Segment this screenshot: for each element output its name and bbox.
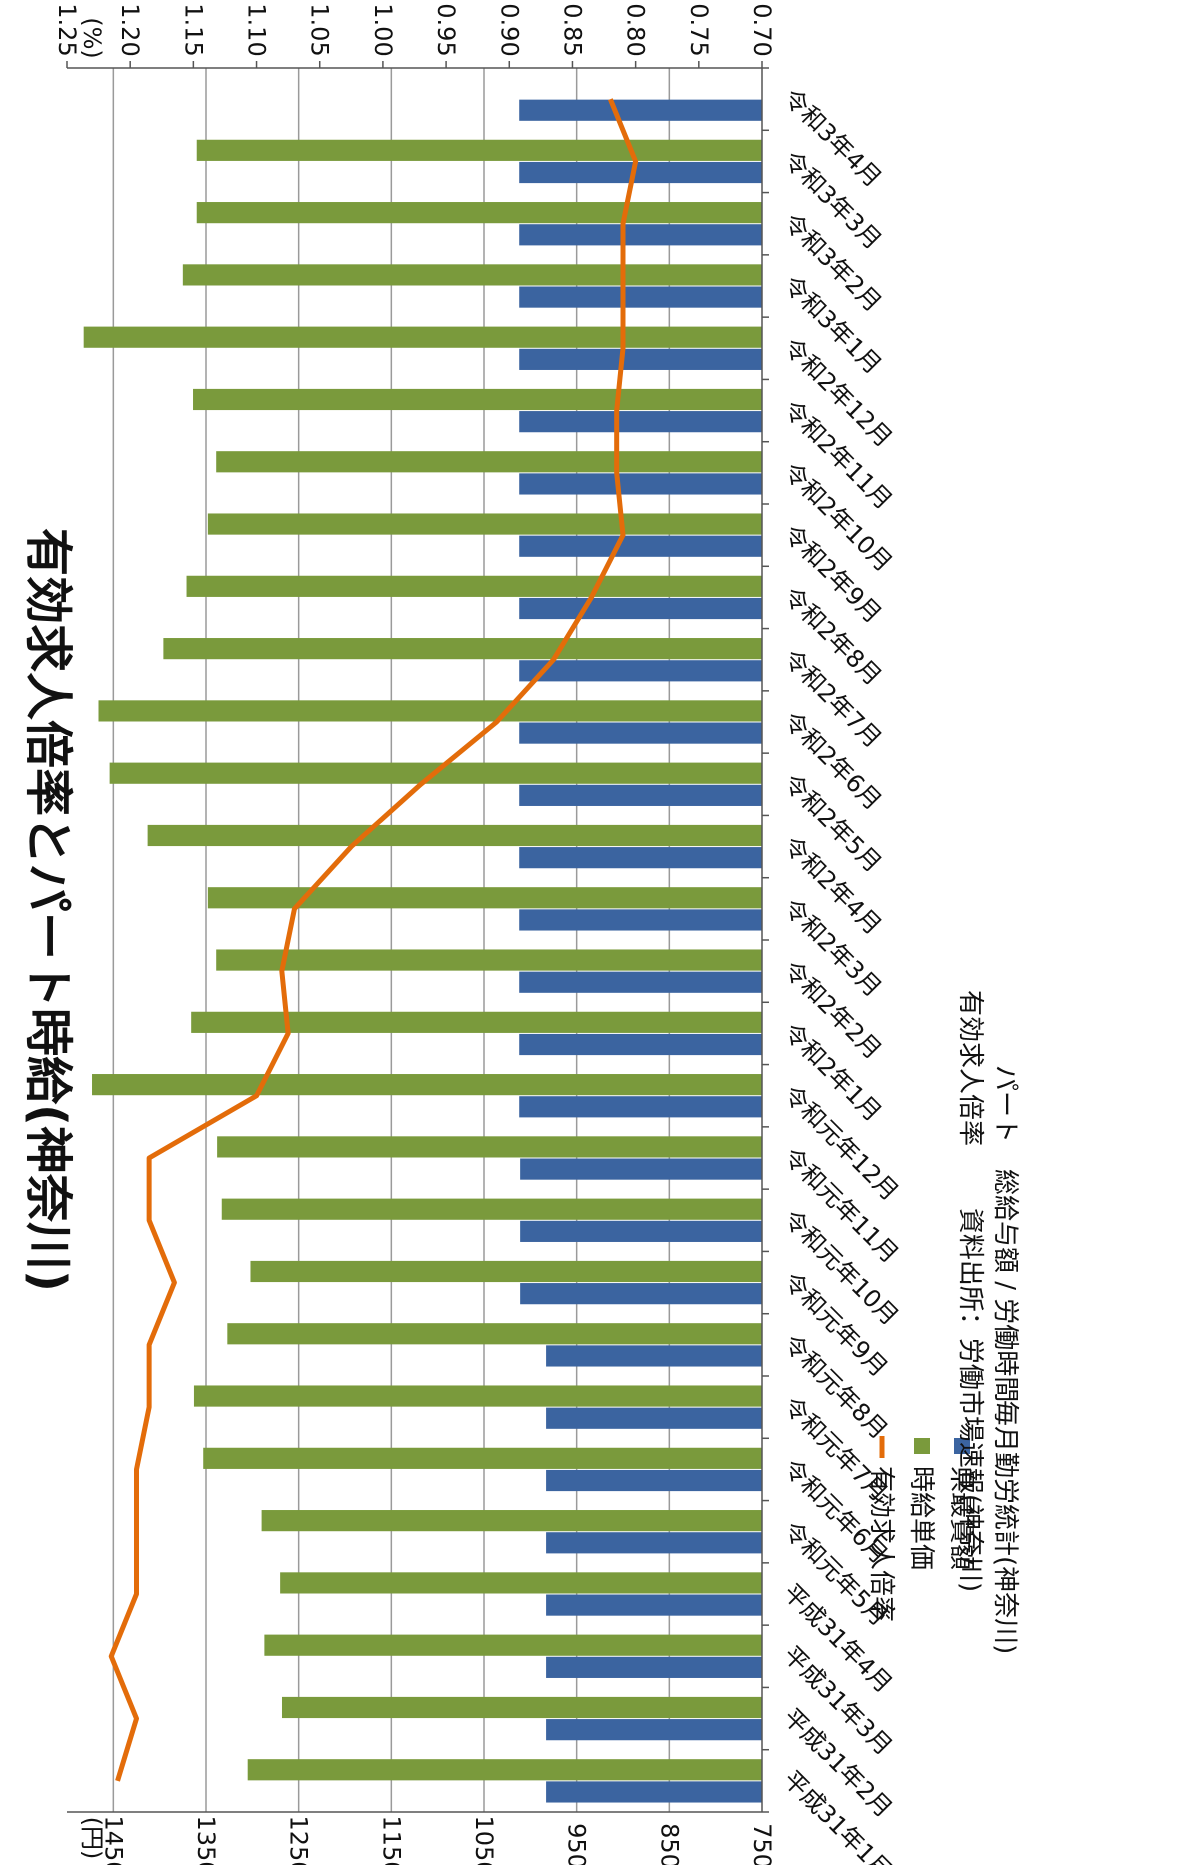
bar-minimum-wage bbox=[519, 597, 762, 620]
legend-label: 有効求人倍率 bbox=[866, 1466, 896, 1622]
bar-minimum-wage bbox=[519, 1033, 762, 1056]
bar-hourly-wage bbox=[250, 1260, 762, 1283]
left-tick-label: 950 bbox=[563, 1823, 591, 1865]
bar-minimum-wage bbox=[546, 1345, 762, 1367]
chart-title: 有効求人倍率とパート時給(神奈川) bbox=[20, 528, 76, 1292]
bar-hourly-wage bbox=[163, 638, 762, 660]
chart-rotated-group: 750 850 950 1050 1150 1250 1350 1450 0.70 0.75 0.8… bbox=[20, 3, 1020, 1865]
bar-hourly-wage bbox=[147, 824, 762, 847]
right-tick-label: 0.70 bbox=[748, 3, 776, 56]
line-jobs-ratio bbox=[108, 98, 639, 1782]
right-tick-label: 1.15 bbox=[179, 3, 207, 56]
bar-minimum-wage bbox=[519, 99, 762, 121]
legend-label: 県最賃額 bbox=[946, 1466, 976, 1570]
bar-hourly-wage bbox=[196, 139, 762, 161]
legend-swatch bbox=[914, 1438, 930, 1454]
bar-minimum-wage bbox=[519, 660, 762, 682]
right-tick-label: 0.75 bbox=[685, 3, 713, 56]
left-tick-label: 1050 bbox=[470, 1815, 498, 1865]
bar-minimum-wage bbox=[519, 411, 762, 433]
right-tick-label: 0.85 bbox=[558, 3, 586, 56]
bar-hourly-wage bbox=[216, 949, 762, 971]
right-tick-label: 1.10 bbox=[243, 3, 271, 56]
source-line1-value: 有効求人倍率 bbox=[955, 990, 985, 1146]
bar-hourly-wage bbox=[182, 264, 762, 286]
bar-minimum-wage bbox=[519, 971, 762, 993]
bar-minimum-wage bbox=[546, 1469, 762, 1492]
right-tick-label: 0.80 bbox=[622, 3, 650, 56]
bar-minimum-wage bbox=[519, 847, 762, 869]
bar-hourly-wage bbox=[193, 388, 762, 411]
bar-hourly-wage bbox=[193, 1385, 762, 1407]
bar-hourly-wage bbox=[207, 887, 762, 909]
left-tick-label: 850 bbox=[655, 1823, 683, 1865]
right-tick-label: 1.00 bbox=[369, 3, 397, 56]
right-tick-label: 1.05 bbox=[306, 3, 334, 56]
bar-minimum-wage bbox=[546, 1656, 762, 1678]
bar-minimum-wage bbox=[546, 1532, 762, 1554]
bar-minimum-wage bbox=[520, 1283, 762, 1305]
left-tick-label: 1450 bbox=[99, 1815, 127, 1865]
bar-hourly-wage bbox=[216, 451, 762, 473]
bar-minimum-wage bbox=[546, 1407, 762, 1429]
bar-hourly-wage bbox=[281, 1696, 762, 1719]
bar-hourly-wage bbox=[186, 575, 762, 597]
bar-hourly-wage bbox=[207, 513, 762, 535]
bar-minimum-wage bbox=[546, 1594, 762, 1616]
bar-minimum-wage bbox=[519, 1096, 762, 1118]
bar-hourly-wage bbox=[261, 1510, 762, 1532]
bar-hourly-wage bbox=[221, 1198, 762, 1220]
bar-hourly-wage bbox=[217, 1136, 762, 1158]
bar-minimum-wage bbox=[519, 286, 762, 308]
right-tick-label: 0.95 bbox=[432, 3, 460, 56]
left-tick-label: 1350 bbox=[192, 1815, 220, 1865]
axes bbox=[66, 61, 769, 1813]
bar-minimum-wage bbox=[519, 784, 762, 806]
bar-hourly-wage bbox=[196, 202, 762, 224]
source-note: 資料出所：労働市場速報(神奈川) 有効求人倍率 毎月勤労統計(神奈川) パート … bbox=[955, 990, 1020, 1654]
bar-hourly-wage bbox=[227, 1323, 762, 1345]
bar-hourly-wage bbox=[203, 1447, 762, 1469]
bar-minimum-wage bbox=[520, 1220, 762, 1242]
right-tick-label: 1.25 bbox=[53, 3, 81, 56]
bar-minimum-wage bbox=[519, 161, 762, 184]
bar-hourly-wage bbox=[98, 700, 762, 722]
bar-minimum-wage bbox=[519, 224, 762, 246]
legend-label: 時給単価 bbox=[906, 1466, 936, 1570]
bars bbox=[83, 99, 762, 1803]
bar-minimum-wage bbox=[519, 348, 762, 370]
right-tick-label: 0.90 bbox=[495, 3, 523, 56]
bar-minimum-wage bbox=[546, 1781, 762, 1803]
bar-minimum-wage bbox=[519, 535, 762, 557]
bar-minimum-wage bbox=[546, 1719, 762, 1741]
bar-hourly-wage bbox=[264, 1634, 762, 1656]
legend-swatch bbox=[954, 1438, 970, 1454]
left-tick-label: 1150 bbox=[377, 1815, 405, 1865]
right-axis-unit: (%) bbox=[78, 17, 106, 59]
line-series bbox=[108, 98, 639, 1782]
bar-hourly-wage bbox=[83, 326, 762, 348]
bar-minimum-wage bbox=[519, 722, 762, 744]
bar-hourly-wage bbox=[92, 1074, 762, 1096]
bar-hourly-wage bbox=[280, 1572, 762, 1594]
source-line1-label: 資料出所：労働市場速報(神奈川) bbox=[955, 1208, 985, 1592]
bar-minimum-wage bbox=[519, 473, 762, 495]
bar-minimum-wage bbox=[519, 909, 762, 931]
bar-hourly-wage bbox=[247, 1759, 762, 1781]
source-line2-value: パート 総給与額 / 労働時間 bbox=[990, 1065, 1020, 1402]
left-tick-label: 1250 bbox=[285, 1815, 313, 1865]
bar-minimum-wage bbox=[520, 1158, 762, 1180]
source-line2-label: 毎月勤労統計(神奈川) bbox=[990, 1400, 1020, 1654]
left-tick-label: 750 bbox=[748, 1823, 776, 1865]
bar-hourly-wage bbox=[191, 1011, 762, 1033]
left-axis-unit: (円) bbox=[78, 1817, 106, 1860]
right-tick-label: 1.20 bbox=[116, 3, 144, 56]
